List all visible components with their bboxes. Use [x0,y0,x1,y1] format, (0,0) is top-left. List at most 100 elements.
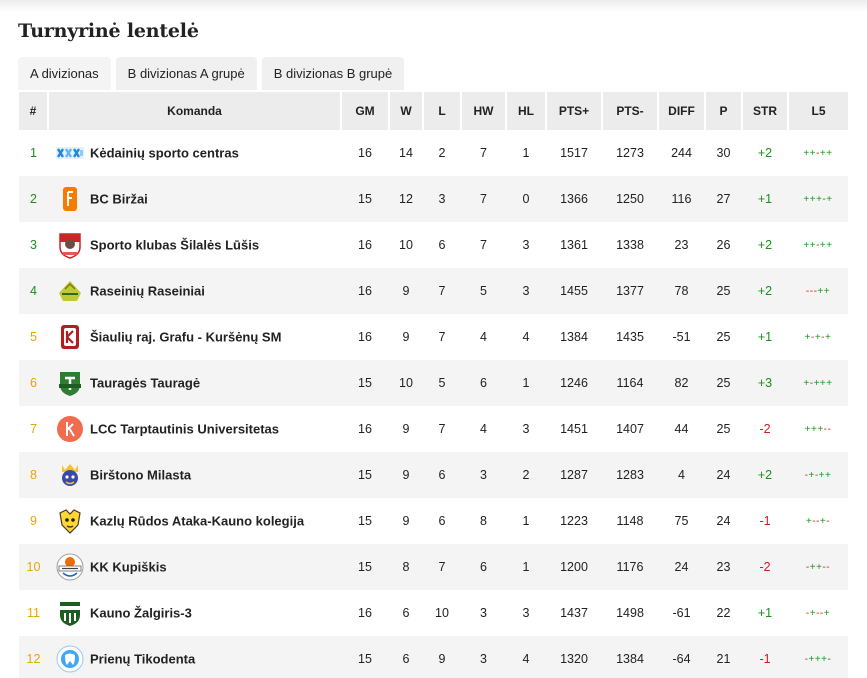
team-name[interactable]: Tauragės Tauragė [90,375,201,391]
tab-b-divizionas-a-grupe[interactable]: B divizionas A grupė [115,57,257,90]
team-cell[interactable]: Šiaulių raj. Grafu - Kuršėnų SM [48,314,341,360]
points-allowed-cell: 1338 [616,238,644,252]
team-cell[interactable]: Prienų Tikodenta [48,636,341,678]
team-name[interactable]: Prienų Tikodenta [90,651,196,667]
table-header-row: # Komanda GM W L HW HL PTS+ PTS- DIFF P … [19,92,848,130]
team-name[interactable]: Šiaulių raj. Grafu - Kuršėnų SM [90,329,282,345]
table-row: 11 Kauno Žalgiris-3 16 6 10 3 3 1437 1498 -61 22 +1… [19,590,848,636]
header-l[interactable]: L [423,92,462,130]
birstonas-logo-icon [56,461,84,489]
team-cell[interactable]: KK Kupiškis [48,544,341,590]
header-p[interactable]: P [705,92,743,130]
team-cell[interactable]: Kazlų Rūdos Ataka-Kauno kolegija [48,498,341,544]
point-diff-cell: 44 [674,422,689,436]
team-name[interactable]: KK Kupiškis [90,559,167,575]
header-str[interactable]: STR [742,92,789,130]
standing-points-cell: 25 [716,422,731,436]
home-wins-cell: 3 [461,452,506,498]
header-w[interactable]: W [389,92,424,130]
point-diff-cell: 116 [658,176,705,222]
header-gm[interactable]: GM [341,92,390,130]
games-played-cell: 15 [341,360,389,406]
games-played-cell: 15 [341,636,389,678]
header-pts-minus[interactable]: PTS- [602,92,659,130]
team-name[interactable]: Kėdainių sporto centras [90,145,239,161]
table-row: 6 Tauragės Tauragė 15 10 5 6 1 1246 1164 82 25 +3 +-… [19,360,848,406]
games-played-cell: 15 [341,452,389,498]
team-name[interactable]: Sporto klubas Šilalės Lūšis [90,237,260,253]
tab-a-divizionas[interactable]: A divizionas [18,57,111,90]
rank-cell: 12 [19,636,48,678]
last-five-cell: ---++ [788,268,848,314]
team-name[interactable]: Birštono Milasta [90,467,192,483]
last-five-cell: -++-- [788,544,848,590]
losses-cell: 2 [438,146,446,160]
points-scored-cell: 1287 [546,452,602,498]
header-pts-plus[interactable]: PTS+ [546,92,603,130]
standing-points-cell: 24 [705,452,742,498]
losses-cell: 7 [438,330,446,344]
standing-points-cell: 26 [716,238,731,252]
team-cell[interactable]: BC Biržai [48,176,341,222]
tab-b-divizionas-b-grupe[interactable]: B divizionas B grupė [261,57,405,90]
team-cell[interactable]: LCC Tarptautinis Universitetas [48,406,341,452]
streak-cell: -2 [742,544,788,590]
rank-cell: 9 [30,514,37,528]
point-diff-cell: 78 [658,268,705,314]
table-row: 8 Birštono Milasta 15 9 6 3 2 1287 1283 4 24 +2 -+-+… [19,452,848,498]
games-played-cell: 16 [358,146,372,160]
streak-cell: +1 [742,176,788,222]
header-diff[interactable]: DIFF [658,92,706,130]
points-scored-cell: 1361 [560,238,588,252]
streak-cell: +1 [757,330,773,344]
home-wins-cell: 8 [480,514,487,528]
losses-cell: 7 [423,544,461,590]
page-title: Turnyrinė lentelė [18,20,199,42]
team-cell[interactable]: Birštono Milasta [48,452,341,498]
rank-cell: 4 [19,268,48,314]
team-cell[interactable]: Raseinių Raseiniai [48,268,341,314]
rank-cell: 2 [19,176,48,222]
point-diff-cell: 4 [658,452,705,498]
last-five-text: ---++ [805,285,831,297]
losses-cell: 7 [423,268,461,314]
rank-cell: 5 [30,330,37,344]
team-name[interactable]: Raseinių Raseiniai [90,283,205,299]
points-allowed-cell: 1148 [616,514,644,528]
zalgiris-logo-icon [56,599,84,627]
header-l5[interactable]: L5 [788,92,848,130]
wins-cell: 12 [389,176,423,222]
top-shade [0,0,867,12]
table-row: 1 Kėdainių sporto centras 16 14 2 7 1 1517 1273 2… [19,130,848,176]
header-team[interactable]: Komanda [48,92,342,130]
team-name[interactable]: LCC Tarptautinis Universitetas [90,421,280,437]
team-cell[interactable]: Kauno Žalgiris-3 [48,590,341,636]
wins-cell: 9 [389,452,423,498]
team-name[interactable]: Kauno Žalgiris-3 [90,605,192,621]
losses-cell: 10 [435,606,449,620]
header-hl[interactable]: HL [506,92,547,130]
header-hw[interactable]: HW [461,92,507,130]
streak-cell: -2 [759,422,771,436]
last-five-text: ++-++ [803,147,833,159]
last-five-cell: -+-++ [788,452,848,498]
games-played-cell: 15 [341,544,389,590]
rank-cell: 10 [19,544,48,590]
home-wins-cell: 4 [480,330,487,344]
table-row: 9 Kazlų Rūdos Ataka-Kauno kolegija 15 9 6 8 1 1… [19,498,848,544]
losses-cell: 3 [423,176,461,222]
team-cell[interactable]: Tauragės Tauragė [48,360,341,406]
losses-cell: 5 [423,360,461,406]
team-cell[interactable]: Kėdainių sporto centras [48,130,341,176]
team-name[interactable]: BC Biržai [90,191,148,207]
home-wins-cell: 6 [461,544,506,590]
points-allowed-cell: 1435 [616,330,644,344]
team-cell[interactable]: Sporto klubas Šilalės Lūšis [48,222,341,268]
header-rank[interactable]: # [19,92,49,130]
last-five-cell: -+++- [788,636,848,678]
last-five-text: +-+++ [803,377,833,389]
standings-body: 1 Kėdainių sporto centras 16 14 2 7 1 1517 1273 2… [19,130,848,678]
point-diff-cell: 24 [658,544,705,590]
team-name[interactable]: Kazlų Rūdos Ataka-Kauno kolegija [90,513,305,529]
last-five-text: -+++- [804,653,832,665]
